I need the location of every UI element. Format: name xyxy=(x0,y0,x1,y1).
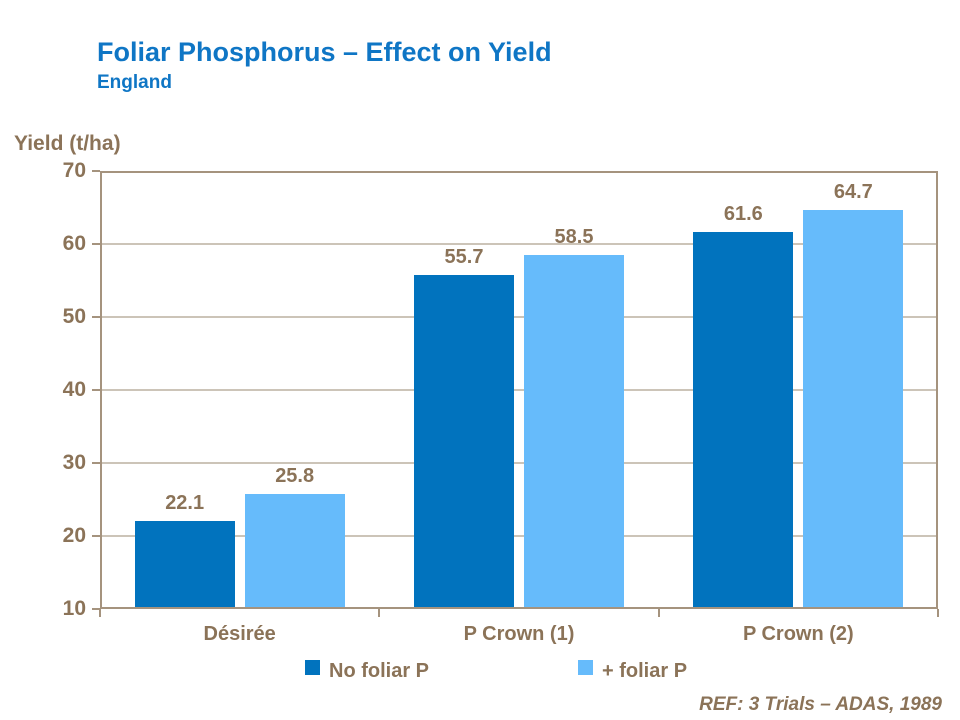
bar-value-label: 22.1 xyxy=(165,491,205,514)
category-label: P Crown (1) xyxy=(463,623,575,645)
y-tick-label: 10 xyxy=(62,597,86,620)
bar-value-label: 64.7 xyxy=(833,180,873,203)
x-tick-mark xyxy=(378,609,381,617)
legend-label: No foliar P xyxy=(329,660,430,682)
bar-value-label: 61.6 xyxy=(723,203,763,226)
legend-swatch-icon xyxy=(578,660,593,675)
plot-area-frame xyxy=(100,171,938,609)
bar-value-label: 55.7 xyxy=(444,246,484,269)
y-tick-label: 50 xyxy=(62,305,86,328)
ref-note: REF: 3 Trials – ADAS, 1989 xyxy=(699,694,942,715)
y-tick-label: 30 xyxy=(62,451,86,474)
y-tick-label: 40 xyxy=(62,378,86,401)
bar-no-foliar-p xyxy=(414,275,514,609)
legend-swatch-icon xyxy=(305,660,320,675)
y-tick-mark xyxy=(92,170,100,172)
gridline xyxy=(100,535,938,537)
bar-plus-foliar-p xyxy=(803,209,904,609)
y-tick-mark xyxy=(92,462,100,464)
bar-no-foliar-p xyxy=(134,520,235,609)
x-tick-mark xyxy=(937,609,939,617)
slide-title: Foliar Phosphorus – Effect on Yield xyxy=(97,37,552,67)
x-tick-mark xyxy=(99,609,101,617)
y-tick-mark xyxy=(92,389,100,391)
bar-no-foliar-p xyxy=(693,232,794,609)
legend-item: + foliar P xyxy=(578,660,687,682)
y-tick-mark xyxy=(92,535,100,537)
category-label: P Crown (2) xyxy=(742,623,854,645)
gridline xyxy=(100,389,938,391)
x-tick-mark xyxy=(657,609,660,617)
category-label: Désirée xyxy=(203,623,276,645)
bar-value-label: 58.5 xyxy=(554,225,594,248)
gridline xyxy=(100,316,938,318)
bar-plus-foliar-p xyxy=(524,254,624,609)
bar-value-label: 25.8 xyxy=(275,464,315,487)
y-tick-label: 70 xyxy=(62,159,86,182)
y-tick-mark xyxy=(92,316,100,318)
y-tick-label: 60 xyxy=(62,232,86,255)
legend-item: No foliar P xyxy=(305,660,429,682)
gridline xyxy=(100,462,938,464)
slide-subtitle: England xyxy=(97,72,172,93)
gridline xyxy=(100,243,938,245)
y-tick-mark xyxy=(92,243,100,245)
legend-label: + foliar P xyxy=(602,660,688,682)
bar-plus-foliar-p xyxy=(244,493,345,609)
y-tick-label: 20 xyxy=(62,524,86,547)
y-axis-title: Yield (t/ha) xyxy=(14,132,121,155)
y-tick-mark xyxy=(92,608,100,610)
